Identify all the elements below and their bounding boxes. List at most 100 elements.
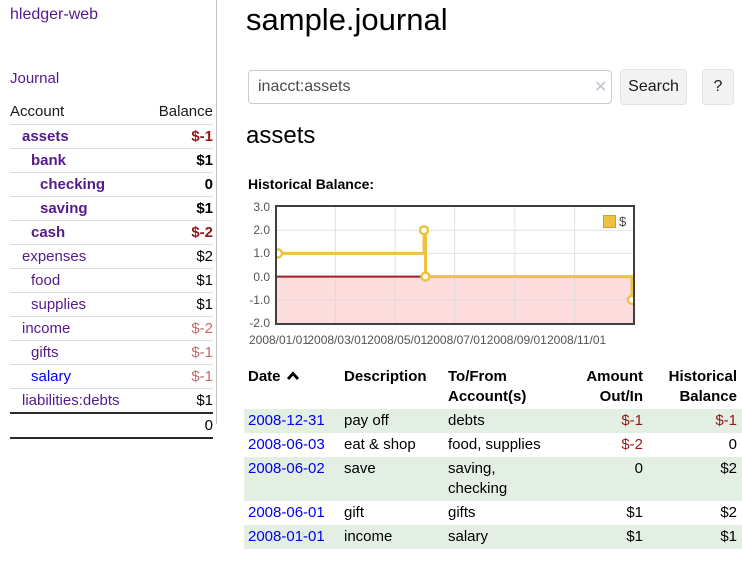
sidebar-divider xyxy=(216,0,217,424)
transaction-amount: 0 xyxy=(634,460,643,477)
transaction-tofrom: salary xyxy=(448,528,489,545)
clear-search-icon[interactable]: ✕ xyxy=(594,79,608,96)
transaction-amount: $-2 xyxy=(621,436,643,453)
x-axis-tick: 2008/03/01 xyxy=(307,333,368,347)
transaction-tofrom: food, supplies xyxy=(448,436,541,453)
help-button[interactable]: ? xyxy=(702,69,734,105)
account-row: food $1 xyxy=(10,268,213,293)
account-row: bank $1 xyxy=(10,148,213,173)
x-axis-tick: 2008/11/01 xyxy=(547,333,607,347)
sidebar-account-link-saving[interactable]: saving xyxy=(40,200,88,217)
sidebar-account-link-income[interactable]: income xyxy=(22,320,71,337)
register-row: 2008-06-02 save saving, checking 0 $2 xyxy=(244,457,742,501)
register-header-description: Description xyxy=(344,368,427,385)
accounts-header-account: Account xyxy=(10,103,65,120)
register-header-balance: Historical Balance xyxy=(668,368,737,405)
register-header-row: Date Description To/From Account(s) Amou… xyxy=(244,365,742,409)
x-axis-tick: 2008/05/01 xyxy=(367,333,428,347)
account-balance: $1 xyxy=(145,148,213,173)
sidebar-account-link-gifts[interactable]: gifts xyxy=(31,344,59,361)
transaction-balance: $-1 xyxy=(715,412,737,429)
account-balance: $1 xyxy=(145,196,213,221)
account-balance: $-1 xyxy=(145,364,213,389)
sidebar-account-link-salary[interactable]: salary xyxy=(31,368,72,385)
account-row: gifts $-1 xyxy=(10,340,213,365)
account-row: checking 0 xyxy=(10,172,213,197)
balance-chart: $ xyxy=(272,205,638,325)
account-balance: $1 xyxy=(145,292,213,317)
transaction-date-link[interactable]: 2008-06-03 xyxy=(248,436,325,453)
sidebar-account-link-cash[interactable]: cash xyxy=(31,224,66,241)
y-axis-tick: 0.0 xyxy=(253,269,270,284)
search-button[interactable]: Search xyxy=(620,69,687,105)
transaction-date-link[interactable]: 2008-12-31 xyxy=(248,412,325,429)
sidebar-account-link-checking[interactable]: checking xyxy=(40,176,106,193)
transaction-tofrom: saving, checking xyxy=(448,460,508,497)
transaction-description: pay off xyxy=(344,412,389,429)
y-axis-tick: -1.0 xyxy=(249,292,270,307)
account-row: supplies $1 xyxy=(10,292,213,317)
account-row: cash $-2 xyxy=(10,220,213,245)
chart-title: Historical Balance: xyxy=(248,176,375,192)
register-header-date: Date xyxy=(244,365,344,409)
sidebar-account-link-liabilities-debts[interactable]: liabilities:debts xyxy=(22,392,120,409)
register-row: 2008-01-01 income salary $1 $1 xyxy=(244,525,742,549)
sidebar-account-link-bank[interactable]: bank xyxy=(31,152,67,169)
x-axis-tick: 2008/09/01 xyxy=(486,333,547,347)
legend-swatch-icon xyxy=(603,215,616,228)
sidebar-account-link-supplies[interactable]: supplies xyxy=(31,296,87,313)
transaction-date-link[interactable]: 2008-06-01 xyxy=(248,504,325,521)
register-header-tofrom: To/From Account(s) xyxy=(448,368,527,405)
search-input[interactable] xyxy=(248,70,612,104)
y-axis-tick: 2.0 xyxy=(253,223,270,238)
transaction-description: income xyxy=(344,528,393,545)
chart-legend: $ xyxy=(603,214,626,229)
account-balance: $1 xyxy=(145,268,213,293)
register-row: 2008-12-31 pay off debts $-1 $-1 xyxy=(244,409,742,433)
app-title-link[interactable]: hledger-web xyxy=(10,6,99,23)
account-row: liabilities:debts $1 xyxy=(10,388,213,413)
sidebar-item-journal[interactable]: Journal xyxy=(10,70,60,87)
transaction-description: eat & shop xyxy=(344,436,416,453)
sort-ascending-icon xyxy=(286,371,299,380)
account-balance: $1 xyxy=(145,388,213,413)
account-row: saving $1 xyxy=(10,196,213,221)
account-balance: 0 xyxy=(145,172,213,197)
account-heading: assets xyxy=(246,122,316,149)
sidebar-account-link-expenses[interactable]: expenses xyxy=(22,248,87,265)
y-axis-tick: -2.0 xyxy=(249,316,270,330)
transaction-tofrom: gifts xyxy=(448,504,476,521)
account-row: income $-2 xyxy=(10,316,213,341)
date-header-label: Date xyxy=(248,368,281,385)
transaction-date-link[interactable]: 2008-06-02 xyxy=(248,460,325,477)
transaction-amount: $1 xyxy=(626,504,643,521)
transaction-amount: $-1 xyxy=(621,412,643,429)
register-row: 2008-06-01 gift gifts $1 $2 xyxy=(244,501,742,525)
x-axis-tick: 2008/07/01 xyxy=(426,333,487,347)
account-balance: $-2 xyxy=(145,220,213,245)
transaction-tofrom: debts xyxy=(448,412,485,429)
transaction-balance: $1 xyxy=(720,528,737,545)
y-axis-tick: 1.0 xyxy=(253,246,270,261)
account-balance: $-1 xyxy=(145,124,213,149)
sidebar-account-link-food[interactable]: food xyxy=(31,272,61,289)
register-row: 2008-06-03 eat & shop food, supplies $-2… xyxy=(244,433,742,457)
balance-chart-canvas xyxy=(272,207,638,323)
transaction-date-link[interactable]: 2008-01-01 xyxy=(248,528,325,545)
transaction-description: save xyxy=(344,460,376,477)
account-balance: $-2 xyxy=(145,316,213,341)
y-axis-tick: 3.0 xyxy=(253,200,270,214)
account-row: assets $-1 xyxy=(10,124,213,149)
legend-label: $ xyxy=(619,214,627,229)
register-table: Date Description To/From Account(s) Amou… xyxy=(244,365,742,549)
account-balance: $2 xyxy=(145,244,213,269)
page-title: sample.journal xyxy=(246,2,448,37)
accounts-header-balance: Balance xyxy=(158,103,213,120)
accounts-total-row: 0 xyxy=(10,412,213,439)
transaction-balance: $2 xyxy=(720,504,737,521)
sidebar-accounts-table: Account Balance assets $-1 bank $1 check… xyxy=(10,102,213,439)
sidebar-account-link-assets[interactable]: assets xyxy=(22,128,69,145)
transaction-amount: $1 xyxy=(626,528,643,545)
account-row: expenses $2 xyxy=(10,244,213,269)
